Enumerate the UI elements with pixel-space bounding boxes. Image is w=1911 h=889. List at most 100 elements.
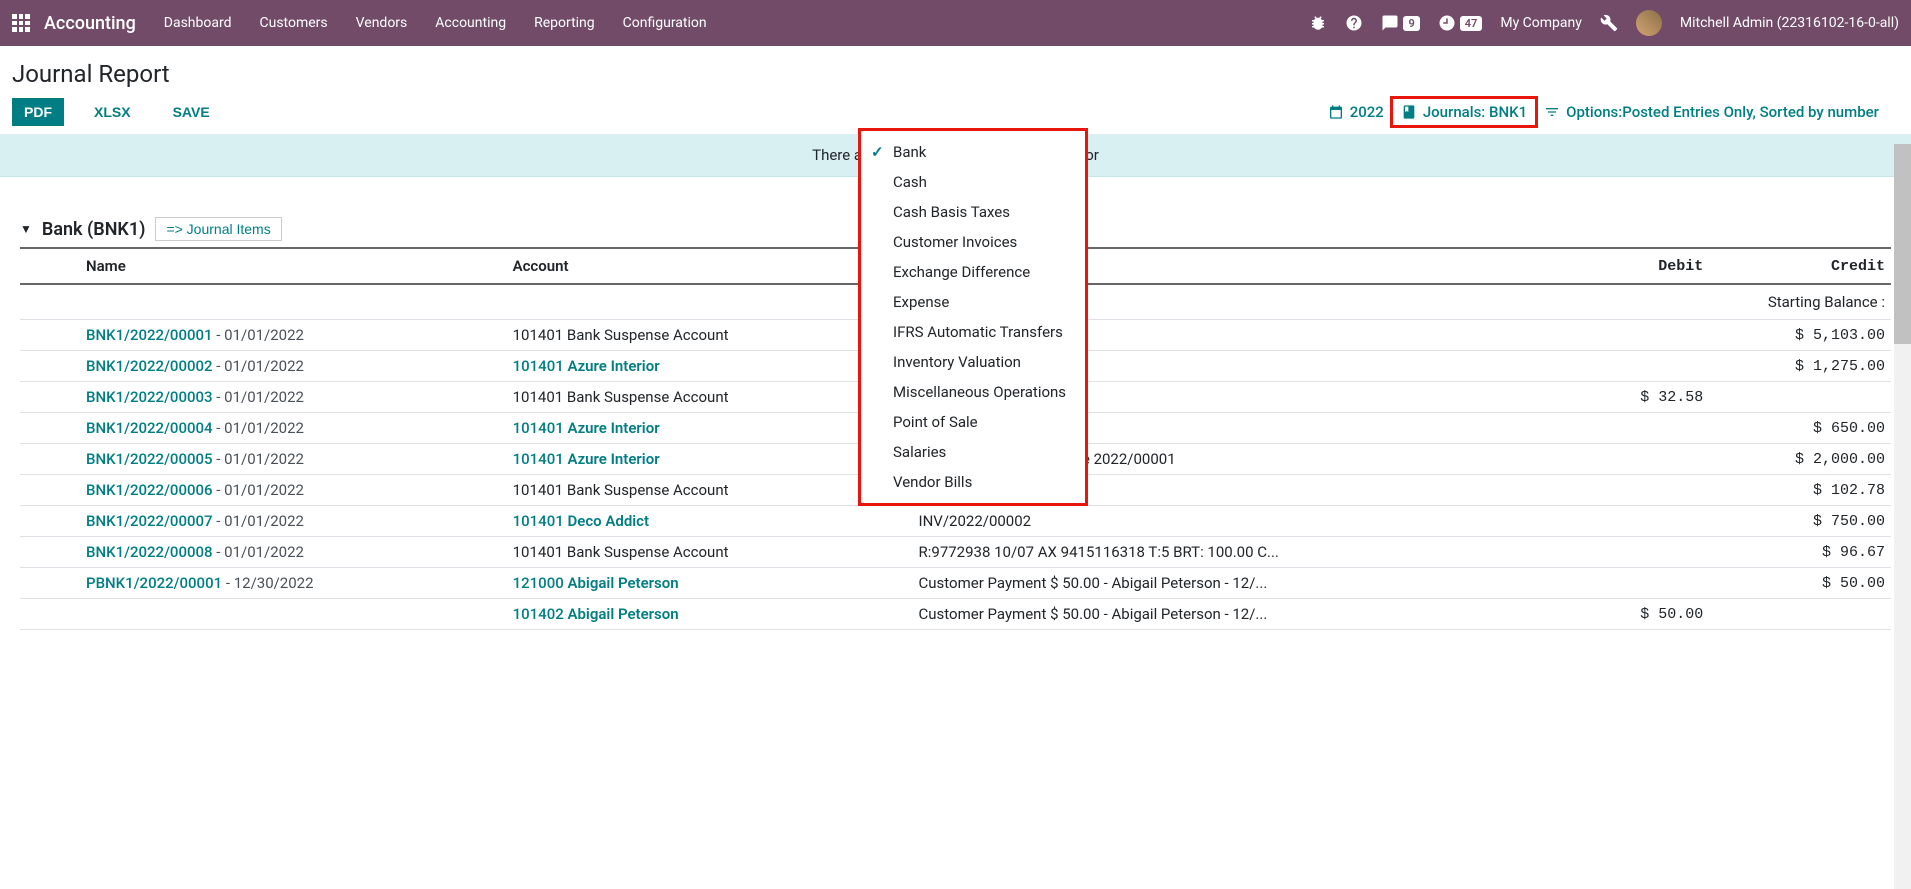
- dropdown-item[interactable]: Cash: [861, 167, 1085, 197]
- avatar[interactable]: [1636, 10, 1662, 36]
- dropdown-item[interactable]: Inventory Valuation: [861, 347, 1085, 377]
- credit-cell: $ 750.00: [1709, 506, 1891, 537]
- col-account: Account: [507, 248, 913, 284]
- activities-badge: 47: [1460, 16, 1483, 31]
- debit-cell: $ 32.58: [1576, 382, 1710, 413]
- account-code: 101402: [513, 605, 568, 623]
- entry-ref-link[interactable]: BNK1/2022/00005: [86, 450, 213, 468]
- dropdown-item[interactable]: Point of Sale: [861, 407, 1085, 437]
- dropdown-item[interactable]: Cash Basis Taxes: [861, 197, 1085, 227]
- top-navbar: Accounting Dashboard Customers Vendors A…: [0, 0, 1911, 46]
- credit-cell: $ 650.00: [1709, 413, 1891, 444]
- debit-cell: [1576, 444, 1710, 475]
- save-button[interactable]: SAVE: [161, 98, 222, 126]
- options-filter[interactable]: Options:Posted Entries Only, Sorted by n…: [1544, 103, 1879, 121]
- group-title: Bank (BNK1): [42, 219, 146, 240]
- dropdown-item[interactable]: Vendor Bills: [861, 467, 1085, 497]
- dropdown-item[interactable]: Customer Invoices: [861, 227, 1085, 257]
- entry-ref-link[interactable]: BNK1/2022/00006: [86, 481, 213, 499]
- dropdown-item[interactable]: Expense: [861, 287, 1085, 317]
- app-name[interactable]: Accounting: [44, 13, 136, 34]
- entry-date: - 01/01/2022: [213, 326, 304, 344]
- col-name: Name: [80, 248, 507, 284]
- nav-vendors[interactable]: Vendors: [356, 15, 408, 31]
- col-credit: Credit: [1709, 248, 1891, 284]
- credit-cell: $ 102.78: [1709, 475, 1891, 506]
- debit-cell: [1576, 475, 1710, 506]
- entry-date: - 12/30/2022: [222, 574, 313, 592]
- account-name[interactable]: Azure Interior: [567, 450, 659, 468]
- company-selector[interactable]: My Company: [1500, 15, 1582, 31]
- credit-cell: $ 96.67: [1709, 537, 1891, 568]
- account-code: 101401: [513, 481, 567, 499]
- table-row: BNK1/2022/00008 - 01/01/2022101401 Bank …: [20, 537, 1891, 568]
- caret-down-icon[interactable]: ▼: [20, 222, 32, 236]
- scrollbar[interactable]: [1894, 144, 1911, 889]
- activities-icon[interactable]: 47: [1438, 14, 1483, 32]
- bug-icon[interactable]: [1309, 14, 1327, 32]
- entry-ref-link[interactable]: BNK1/2022/00003: [86, 388, 213, 406]
- support-icon[interactable]: [1345, 14, 1363, 32]
- book-icon: [1401, 104, 1417, 120]
- account-name[interactable]: Azure Interior: [567, 357, 659, 375]
- account-name[interactable]: Abigail Peterson: [567, 605, 678, 623]
- nav-configuration[interactable]: Configuration: [623, 15, 707, 31]
- nav-menu: Dashboard Customers Vendors Accounting R…: [164, 15, 707, 31]
- xlsx-button[interactable]: XLSX: [82, 98, 143, 126]
- dropdown-item[interactable]: Miscellaneous Operations: [861, 377, 1085, 407]
- account-code: 101401: [513, 357, 568, 375]
- dropdown-item[interactable]: IFRS Automatic Transfers: [861, 317, 1085, 347]
- nav-customers[interactable]: Customers: [260, 15, 328, 31]
- account-code: 101401: [513, 543, 567, 561]
- entry-ref-link[interactable]: BNK1/2022/00004: [86, 419, 213, 437]
- nav-accounting[interactable]: Accounting: [435, 15, 506, 31]
- entry-date: - 01/01/2022: [213, 388, 304, 406]
- entry-ref-link[interactable]: BNK1/2022/00007: [86, 512, 213, 530]
- debit-cell: [1576, 320, 1710, 351]
- entry-ref-link[interactable]: BNK1/2022/00002: [86, 357, 213, 375]
- credit-cell: $ 50.00: [1709, 568, 1891, 599]
- account-name[interactable]: Abigail Peterson: [567, 574, 678, 592]
- messages-icon[interactable]: 9: [1381, 14, 1419, 32]
- user-name[interactable]: Mitchell Admin (22316102-16-0-all): [1680, 15, 1899, 31]
- scrollbar-thumb[interactable]: [1894, 144, 1911, 344]
- account-name: Bank Suspense Account: [567, 481, 729, 499]
- account-name: Bank Suspense Account: [567, 543, 729, 561]
- journals-dropdown: BankCashCash Basis TaxesCustomer Invoice…: [858, 128, 1088, 506]
- credit-cell: $ 5,103.00: [1709, 320, 1891, 351]
- entry-ref-link[interactable]: BNK1/2022/00008: [86, 543, 213, 561]
- account-code: 101401: [513, 512, 568, 530]
- account-name[interactable]: Azure Interior: [567, 419, 659, 437]
- account-code: 121000: [513, 574, 568, 592]
- dropdown-item[interactable]: Salaries: [861, 437, 1085, 467]
- nav-right: 9 47 My Company Mitchell Admin (22316102…: [1309, 10, 1899, 36]
- messages-badge: 9: [1403, 16, 1419, 31]
- debit-cell: [1576, 506, 1710, 537]
- dropdown-item[interactable]: Bank: [861, 137, 1085, 167]
- debit-cell: [1576, 413, 1710, 444]
- entry-date: - 01/01/2022: [213, 357, 304, 375]
- account-code: 101401: [513, 326, 567, 344]
- entry-ref-link[interactable]: PBNK1/2022/00001: [86, 574, 222, 592]
- entry-date: - 01/01/2022: [213, 512, 304, 530]
- entry-label: Customer Payment $ 50.00 - Abigail Peter…: [913, 568, 1576, 599]
- dropdown-item[interactable]: Exchange Difference: [861, 257, 1085, 287]
- account-code: 101401: [513, 388, 567, 406]
- table-row: 101402 Abigail PetersonCustomer Payment …: [20, 599, 1891, 630]
- nav-dashboard[interactable]: Dashboard: [164, 15, 232, 31]
- apps-icon[interactable]: [12, 14, 30, 32]
- tools-icon[interactable]: [1600, 14, 1618, 32]
- account-name[interactable]: Deco Addict: [567, 512, 649, 530]
- year-filter[interactable]: 2022: [1328, 103, 1384, 121]
- journal-items-link[interactable]: => Journal Items: [155, 217, 281, 241]
- credit-cell: [1709, 599, 1891, 630]
- pdf-button[interactable]: PDF: [12, 98, 64, 126]
- nav-reporting[interactable]: Reporting: [534, 15, 595, 31]
- table-row: BNK1/2022/00007 - 01/01/2022 101401 Deco …: [20, 506, 1891, 537]
- entry-label: INV/2022/00002: [913, 506, 1576, 537]
- filter-icon: [1544, 104, 1560, 120]
- entry-ref-link[interactable]: BNK1/2022/00001: [86, 326, 213, 344]
- year-filter-label: 2022: [1350, 103, 1384, 121]
- credit-cell: $ 2,000.00: [1709, 444, 1891, 475]
- journals-filter[interactable]: Journals: BNK1: [1390, 96, 1538, 128]
